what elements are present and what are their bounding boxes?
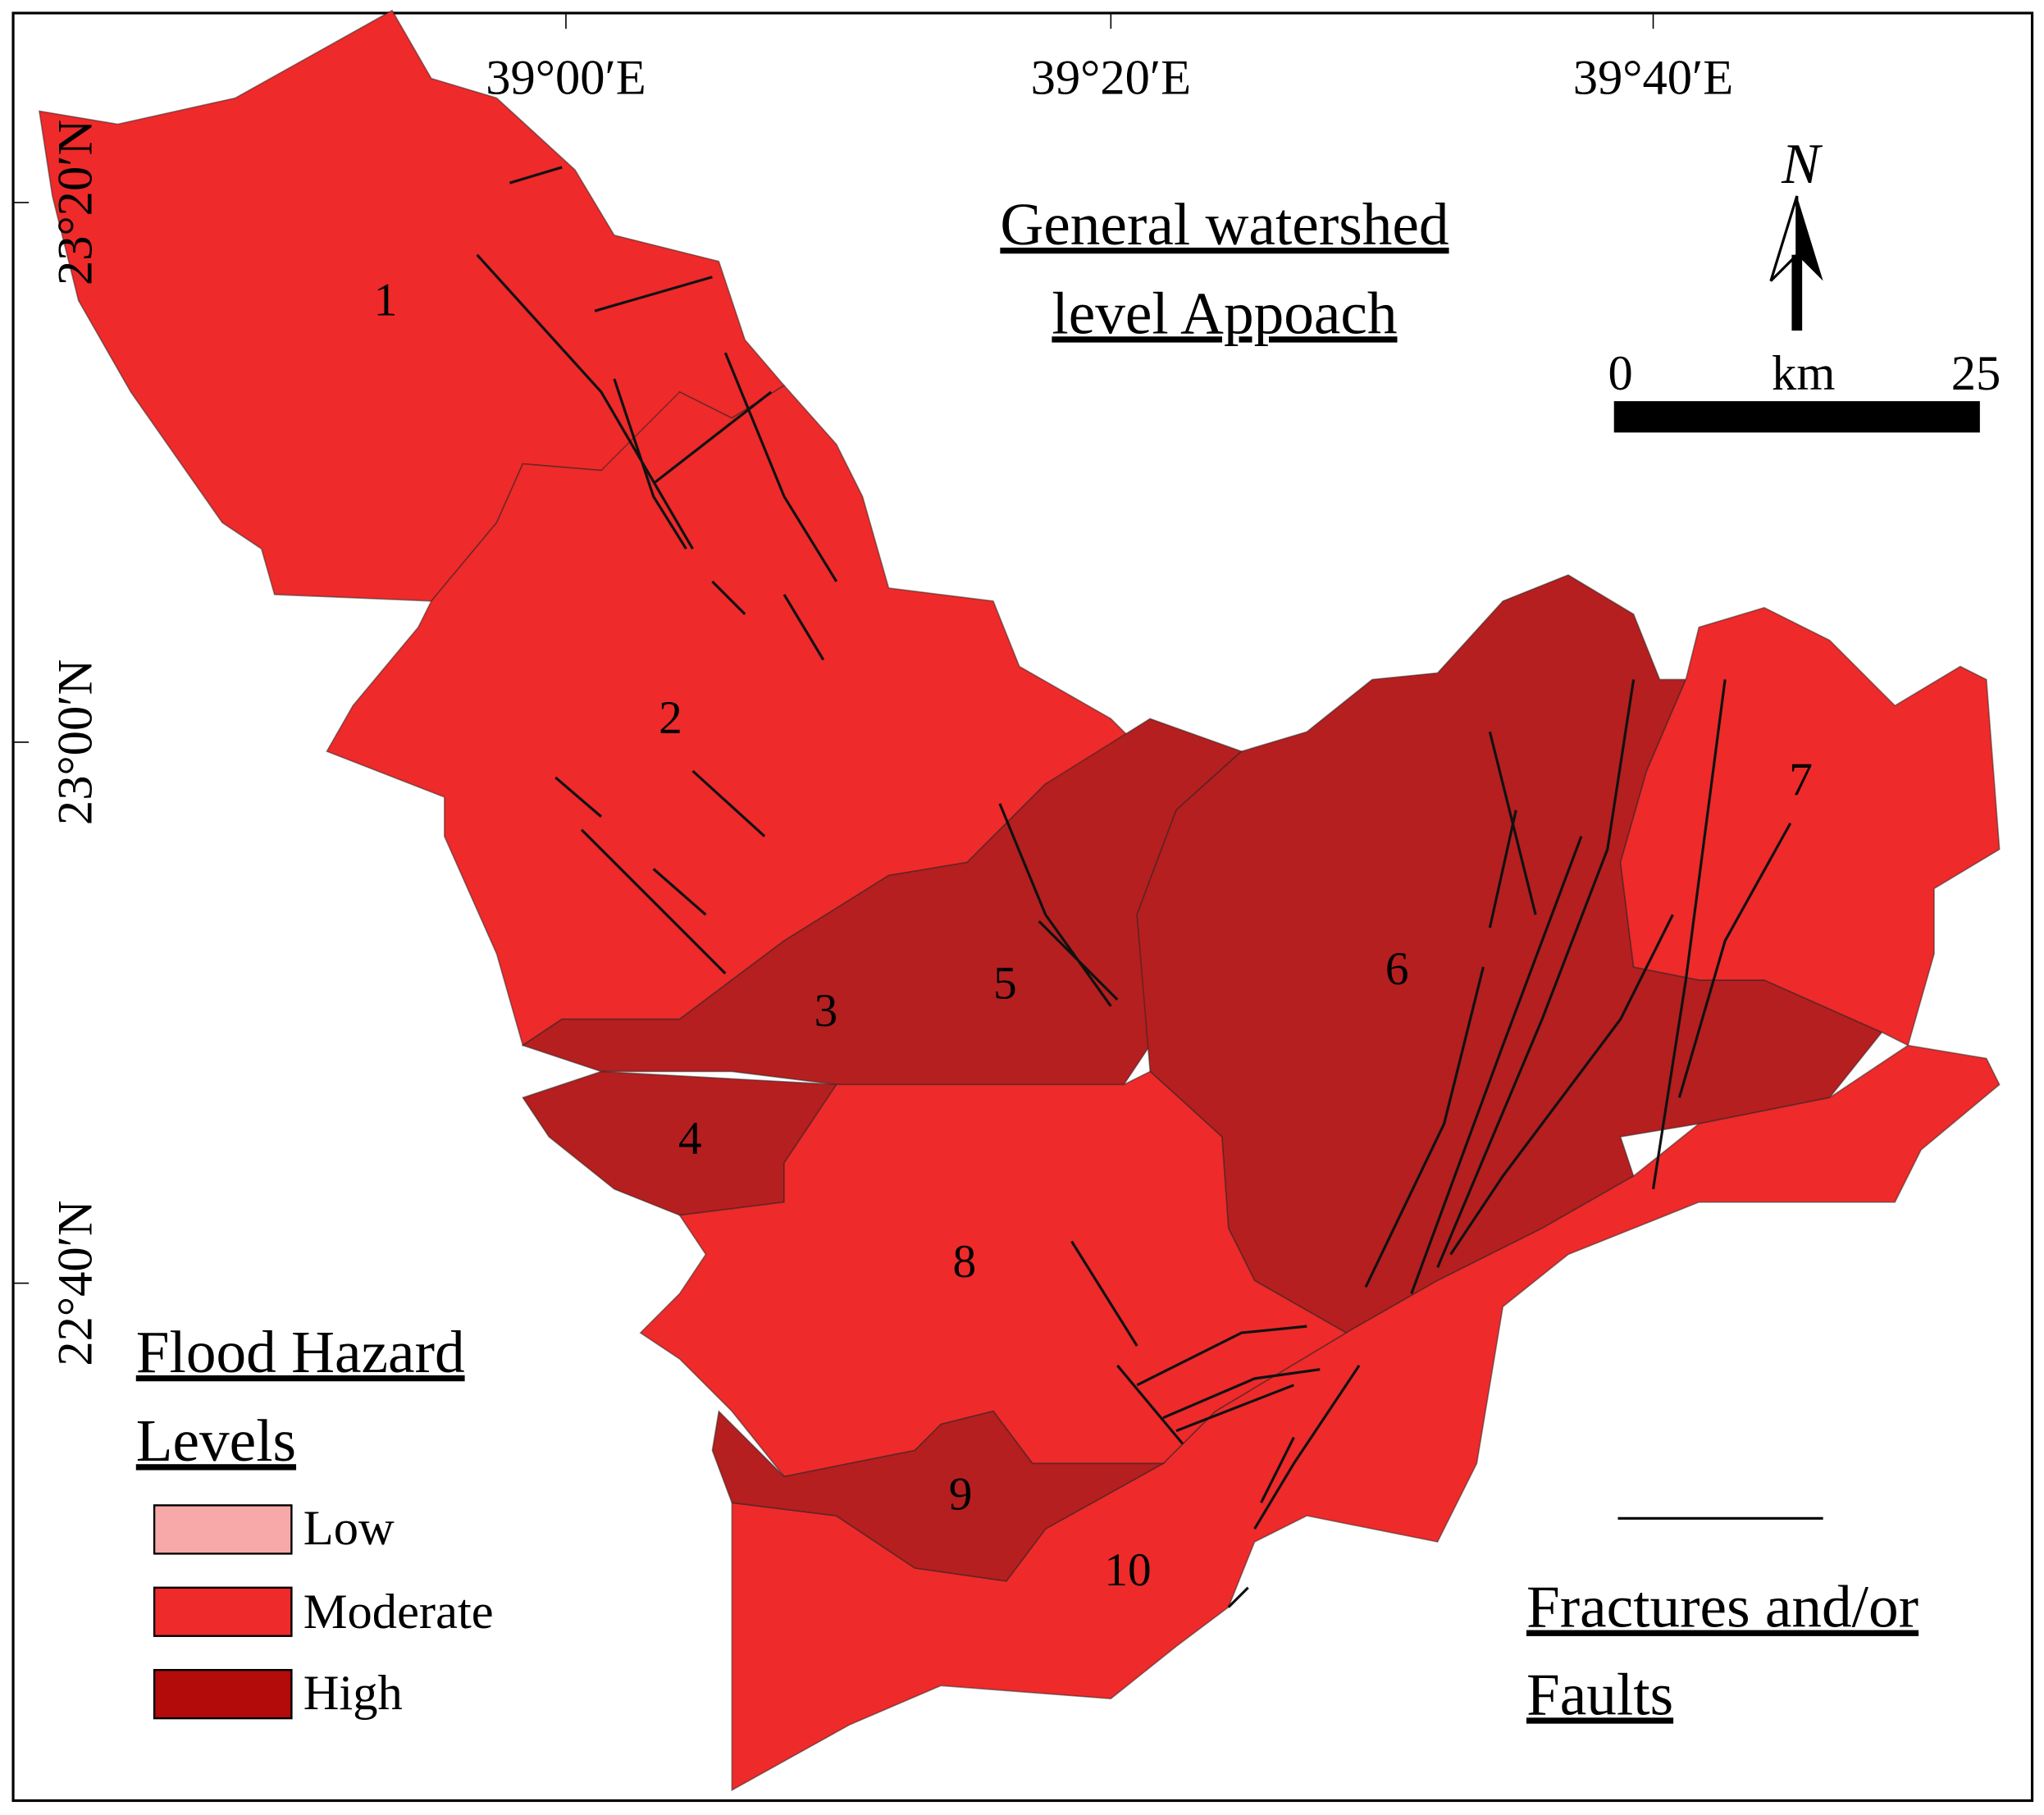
fractures-label: Fractures and/or [1526, 1574, 1919, 1640]
basin-label: 6 [1385, 943, 1409, 995]
latitude-label: 22°40′N [48, 1200, 103, 1366]
longitude-label: 39°20′E [1031, 51, 1192, 106]
faults [476, 166, 1792, 1608]
arrow-shaft [1791, 254, 1803, 331]
fractures-label: Faults [1526, 1661, 1673, 1727]
legend-swatch [153, 1668, 293, 1720]
watersheds [38, 9, 2001, 1792]
basin-label: 7 [1789, 754, 1813, 805]
legend-swatch [153, 1504, 293, 1555]
scale-bar: 0 km 25 [1608, 346, 2001, 433]
basin-labels: 1 2 3 4 5 6 7 8 9 10 [374, 274, 1813, 1596]
legend-title: Levels [136, 1407, 296, 1474]
coordinate-labels: 39°00′E 39°20′E 39°40′E 23°20′N 23°00′N … [13, 12, 1734, 1366]
fractures-legend: Fractures and/or Faults [1526, 1516, 1919, 1727]
scale-label: 25 [1951, 346, 2001, 401]
legend-label: Moderate [303, 1585, 494, 1639]
latitude-label: 23°00′N [48, 659, 103, 825]
basin-label: 8 [953, 1236, 977, 1288]
basin-label: 3 [814, 985, 838, 1037]
basin-7 [1619, 606, 2001, 1047]
fault [476, 166, 1792, 1608]
title-line: General watershed [1000, 191, 1449, 258]
basin-label: 4 [678, 1113, 702, 1165]
scale-label: 0 [1608, 346, 1633, 401]
legend-title: Flood Hazard [136, 1319, 465, 1385]
basin-label: 10 [1104, 1544, 1151, 1596]
basin-label: 9 [949, 1469, 973, 1521]
longitude-label: 39°00′E [486, 51, 646, 106]
legend-swatch [153, 1586, 293, 1637]
legend-label: Low [303, 1501, 395, 1556]
title: General watershed level Appoach [1000, 191, 1449, 346]
basin-label: 1 [374, 274, 398, 326]
scale-label: km [1772, 346, 1835, 401]
latitude-label: 23°20′N [48, 120, 103, 285]
basin-label: 5 [993, 958, 1017, 1010]
basin-label: 2 [659, 692, 682, 744]
north-label: N [1781, 133, 1823, 196]
legend-label: High [303, 1666, 403, 1721]
basin-9 [711, 1410, 1166, 1582]
longitude-label: 39°40′E [1573, 51, 1734, 106]
legend: Flood Hazard Levels Low Moderate High [136, 1319, 494, 1721]
scale-bar-rect [1613, 401, 1980, 433]
title-line: level Appoach [1052, 280, 1397, 346]
